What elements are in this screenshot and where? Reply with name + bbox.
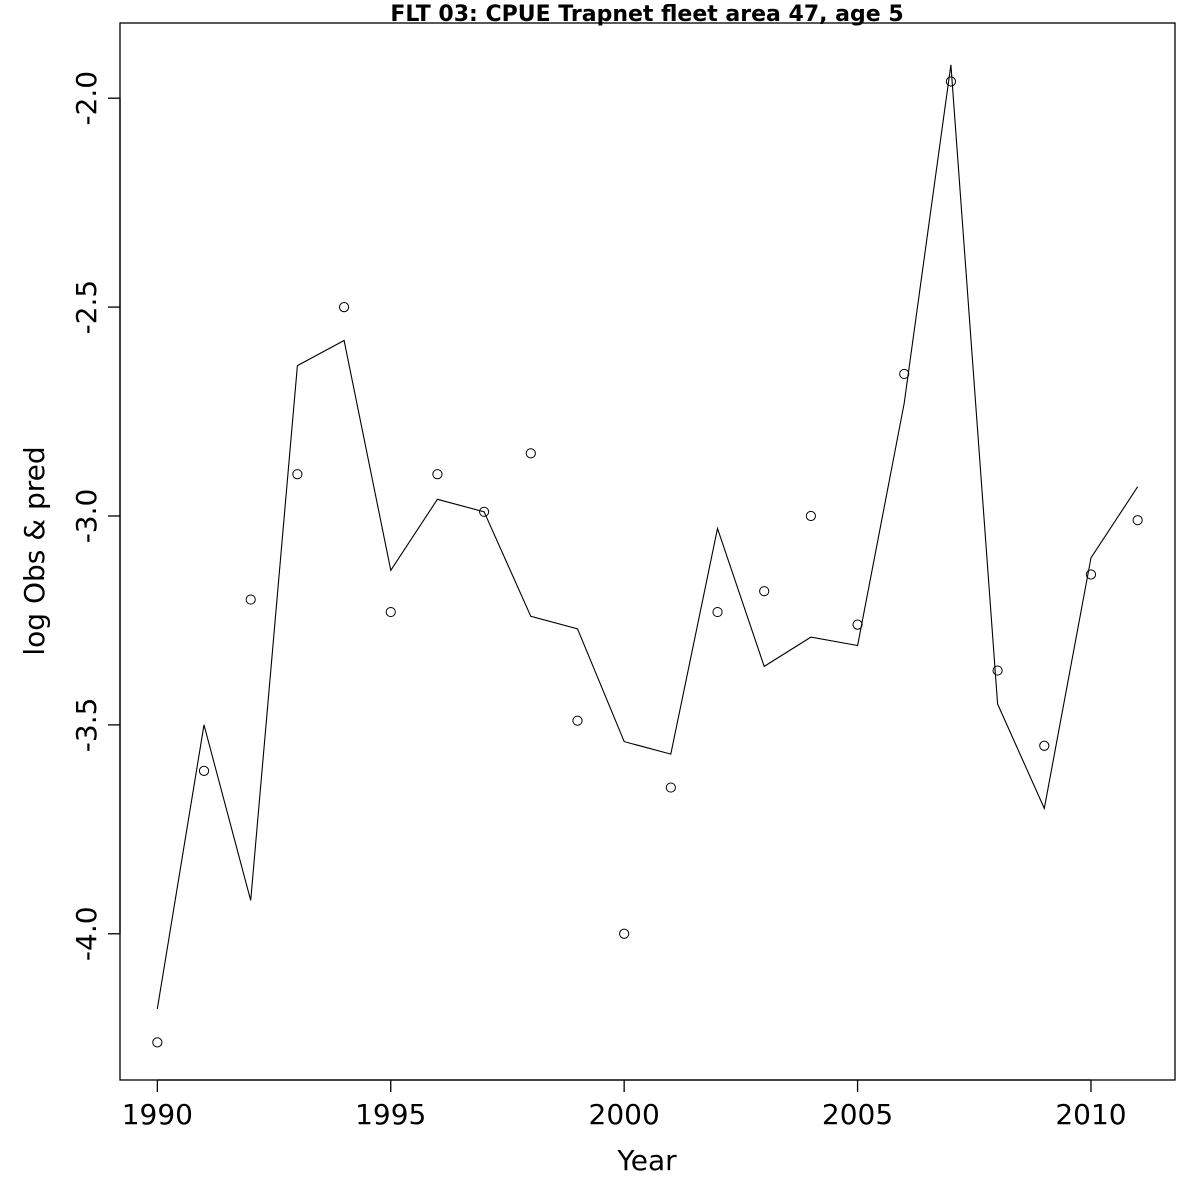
observed-point — [525, 448, 536, 459]
y-tick-label: -4.0 — [70, 906, 103, 961]
observed-point — [292, 469, 303, 480]
observed-point — [1085, 569, 1097, 580]
x-axis-label: Year — [616, 1144, 677, 1177]
x-tick-label: 2010 — [1055, 1098, 1126, 1131]
observed-point — [572, 715, 583, 726]
observed-point — [198, 765, 210, 776]
y-tick-label: -3.0 — [70, 489, 103, 544]
x-tick-label: 2000 — [589, 1098, 660, 1131]
y-tick-label: -2.0 — [70, 71, 103, 126]
y-tick-label: -3.5 — [70, 698, 103, 753]
observed-point — [479, 506, 490, 517]
observed-point — [432, 469, 443, 480]
predicted-series — [156, 64, 1139, 1010]
observed-point — [1132, 515, 1143, 526]
observed-series — [152, 76, 1143, 1048]
observed-point — [338, 301, 350, 313]
predicted-line — [156, 64, 1139, 1010]
y-axis: -4.0 -3.5 -3.0 -2.5 -2.0 — [70, 71, 121, 961]
observed-point — [899, 368, 910, 380]
observed-point — [152, 1037, 163, 1048]
observed-point — [665, 782, 676, 793]
plot-frame — [119, 22, 1176, 1081]
observed-point — [385, 606, 396, 618]
x-tick-label: 1990 — [122, 1098, 193, 1131]
observed-point — [759, 586, 770, 597]
y-axis-label: log Obs & pred — [18, 446, 51, 655]
x-axis: 1990 1995 2000 2005 2010 — [122, 1079, 1127, 1131]
observed-point — [712, 606, 723, 618]
x-tick-label: 2005 — [822, 1098, 893, 1131]
observed-point — [1039, 740, 1050, 751]
y-tick-label: -2.5 — [70, 280, 103, 335]
observed-point — [805, 510, 816, 522]
observed-point — [852, 619, 863, 630]
observed-point — [992, 665, 1003, 676]
observed-point — [245, 594, 256, 605]
observed-point — [945, 76, 957, 87]
observed-point — [619, 928, 630, 939]
x-tick-label: 1995 — [355, 1098, 426, 1131]
